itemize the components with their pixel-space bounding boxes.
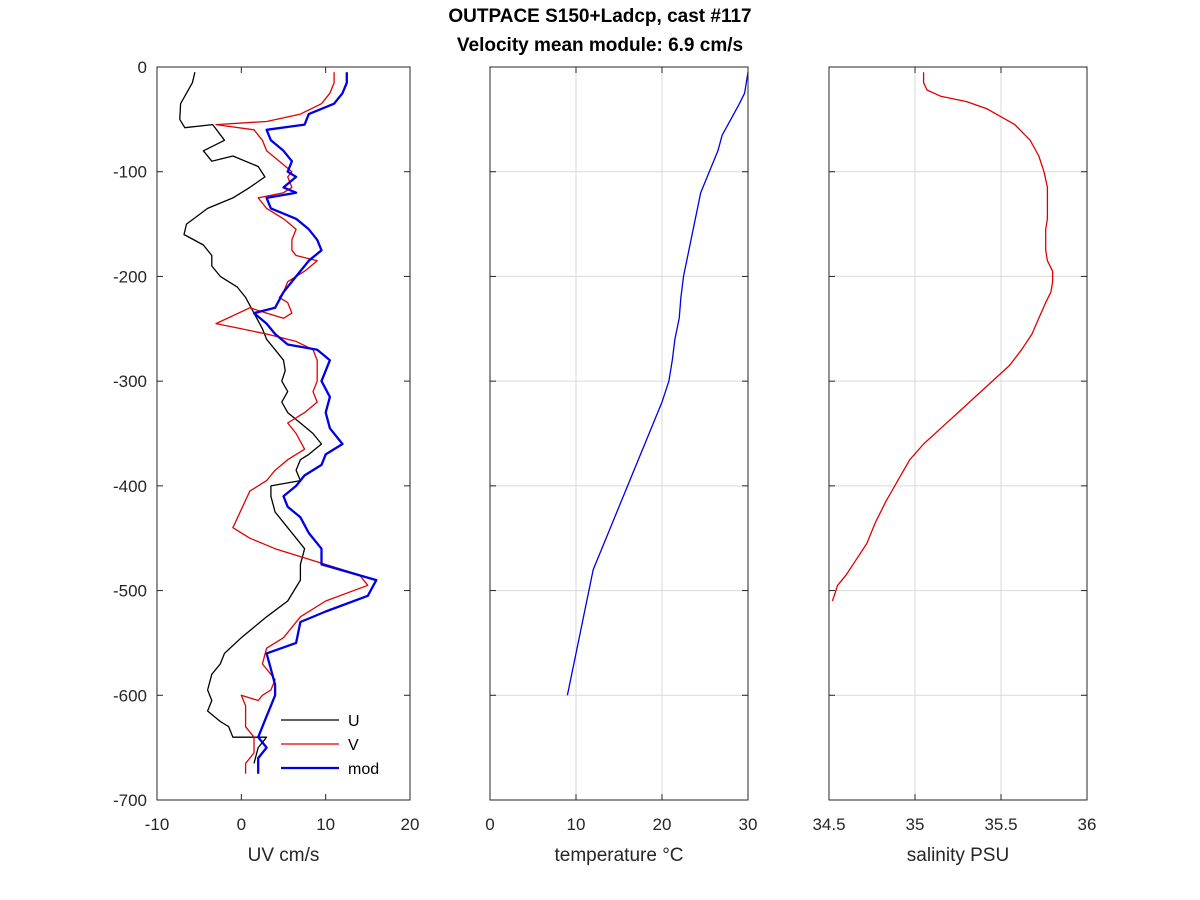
uv-y-tick-label: -200 (113, 267, 147, 286)
salinity-plot-area (829, 67, 1087, 800)
legend-label-v: V (348, 737, 359, 754)
uv-x-tick-label: -10 (145, 815, 170, 834)
uv-x-tick-label: 20 (401, 815, 420, 834)
salinity-x-tick-label: 35 (906, 815, 925, 834)
uv-y-tick-label: 0 (138, 58, 147, 77)
uv-y-tick-label: -400 (113, 477, 147, 496)
salinity-x-tick-label: 36 (1078, 815, 1097, 834)
salinity-x-tick-label: 34.5 (812, 815, 845, 834)
temperature-x-tick-label: 10 (567, 815, 586, 834)
temperature-x-tick-label: 30 (739, 815, 758, 834)
uv-y-tick-label: -300 (113, 372, 147, 391)
salinity-x-tick-label: 35.5 (984, 815, 1017, 834)
uv-x-tick-label: 0 (237, 815, 246, 834)
uv-series-line-v (215, 72, 369, 774)
temperature-axes-frame (489, 66, 749, 801)
temperature-series-line (566, 72, 749, 696)
temperature-x-tick-label: 0 (485, 815, 494, 834)
temperature-x-tick-label: 20 (653, 815, 672, 834)
chart-subtitle: Velocity mean module: 6.9 cm/s (456, 35, 744, 56)
temperature-x-axis-label: temperature °C (554, 845, 683, 866)
uv-y-tick-label: -100 (113, 163, 147, 182)
uv-series-line-u (179, 72, 323, 764)
uv-y-tick-label: -600 (113, 686, 147, 705)
uv-axes-frame (156, 66, 411, 801)
legend-label-mod: mod (348, 761, 379, 778)
uv-series-line-mod (252, 72, 378, 774)
uv-x-tick-label: 10 (316, 815, 335, 834)
salinity-axes-frame (828, 66, 1088, 801)
uv-y-tick-label: -500 (113, 582, 147, 601)
temperature-plot-area (490, 67, 748, 800)
salinity-series-line (831, 72, 1054, 602)
uv-y-tick-label: -700 (113, 791, 147, 810)
chart-title: OUTPACE S150+Ladcp, cast #117 (448, 6, 752, 27)
uv-plot-area (157, 67, 410, 800)
salinity-x-axis-label: salinity PSU (907, 845, 1009, 866)
uv-x-axis-label: UV cm/s (248, 845, 320, 866)
legend-label-u: U (348, 713, 360, 730)
